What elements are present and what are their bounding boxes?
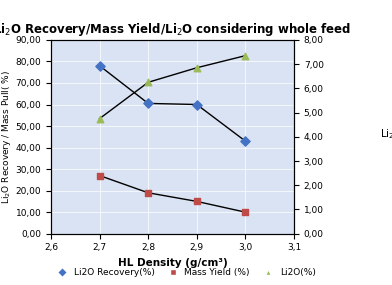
Y-axis label: Li$_2$O Recovery / Mass Pull( %): Li$_2$O Recovery / Mass Pull( %) (0, 70, 13, 204)
Point (145, 80, 151, 85)
Text: Li$_2$O (%): Li$_2$O (%) (380, 127, 392, 141)
Point (194, 66, 200, 70)
Point (242, 210, 249, 214)
Point (194, 199, 200, 204)
Point (194, 102, 200, 107)
Title: Li$_2$O Recovery/Mass Yield/Li$_2$O considering whole feed: Li$_2$O Recovery/Mass Yield/Li$_2$O cons… (0, 21, 352, 38)
Point (96, 173, 103, 178)
X-axis label: HL Density (g/cm³): HL Density (g/cm³) (118, 258, 227, 268)
Point (96, 116, 103, 121)
Point (145, 101, 151, 106)
Point (242, 139, 249, 143)
Point (96, 64, 103, 68)
Legend: Li2O Recovery(%), Mass Yield (%), Li2O(%): Li2O Recovery(%), Mass Yield (%), Li2O(%… (49, 264, 319, 280)
Point (145, 190, 151, 195)
Point (242, 53, 249, 58)
